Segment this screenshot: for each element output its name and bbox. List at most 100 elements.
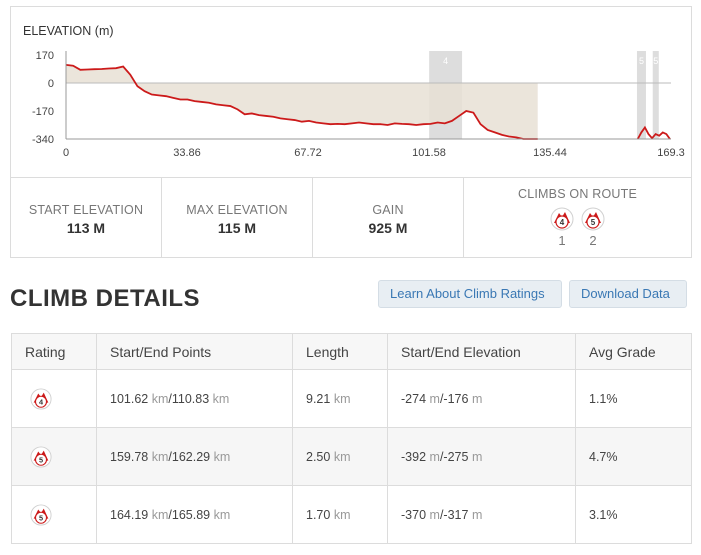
- rating-cell: 5: [12, 428, 97, 485]
- start-km: 101.62: [110, 391, 149, 406]
- rating-value: 5: [39, 513, 43, 522]
- start-elevation-value: 113 M: [66, 220, 106, 236]
- route-climb-2[interactable]: 5 2: [580, 207, 606, 248]
- table-header: Rating Start/End Points Length Start/End…: [12, 334, 691, 370]
- km-unit: km: [213, 507, 231, 522]
- start-end-points-cell: 159.78 km/162.29 km: [97, 428, 293, 485]
- max-elevation-stat: MAX ELEVATION 115 M: [162, 178, 313, 258]
- x-tick-label: 67.72: [294, 147, 322, 159]
- start-km: 164.19: [110, 507, 149, 522]
- chart-title: ELEVATION (m): [23, 24, 114, 38]
- climb-band: [652, 51, 659, 139]
- start-elevation: -392: [401, 449, 427, 464]
- elevation-chart-svg: ELEVATION (m) 4 5 5 170 0 -170 -340 0 33.86 67.72 1…: [23, 24, 685, 159]
- elevation-chart: ELEVATION (m) 4 5 5 170 0 -170 -340 0 33.86 67.72 1…: [11, 7, 691, 177]
- start-end-elevation-cell: -392 m / -275 m: [388, 428, 576, 485]
- climbs-on-route-label: CLIMBS ON ROUTE: [518, 187, 637, 201]
- climbs-on-route-stat: CLIMBS ON ROUTE 4 1 5: [464, 178, 691, 258]
- end-elevation: -176: [443, 391, 469, 406]
- length-cell: 2.50 km: [293, 428, 388, 485]
- rating-value: 4: [39, 397, 44, 406]
- gain-value: 925 M: [368, 220, 408, 236]
- column-header-rating: Rating: [12, 334, 97, 369]
- climb-rating-icon: 5: [30, 503, 52, 526]
- y-tick-label: -340: [32, 134, 54, 146]
- rating-cell: 5: [12, 486, 97, 543]
- climb-band-label: 4: [443, 56, 448, 66]
- elevation-stats: START ELEVATION 113 M MAX ELEVATION 115 …: [11, 177, 691, 258]
- rating-value: 5: [39, 455, 43, 464]
- km-unit: km: [333, 507, 351, 522]
- m-unit: m: [429, 449, 440, 464]
- y-tick-label: 0: [48, 78, 54, 90]
- climb-details-title: CLIMB DETAILS: [10, 285, 201, 312]
- x-tick-label: 101.58: [412, 147, 446, 159]
- download-data-button[interactable]: Download Data: [569, 280, 687, 308]
- max-elevation-label: MAX ELEVATION: [186, 203, 288, 217]
- table-row[interactable]: 5 164.19 km/165.89 km 1.70 km -370 m / -31…: [12, 486, 691, 543]
- climbs-on-route-list: 4 1 5 2: [464, 207, 691, 248]
- m-unit: m: [471, 391, 483, 406]
- km-unit: km: [333, 449, 351, 464]
- route-climb-1-index: 1: [558, 233, 566, 248]
- max-elevation-value: 115 M: [217, 220, 257, 236]
- avg-grade-cell: 3.1%: [589, 507, 618, 522]
- start-elevation: -370: [401, 507, 427, 522]
- elevation-profile-card: ELEVATION (m) 4 5 5 170 0 -170 -340 0 33.86 67.72 1…: [10, 6, 692, 258]
- route-climb-2-index: 2: [589, 233, 597, 248]
- length-cell: 9.21 km: [293, 370, 388, 427]
- start-end-points-cell: 164.19 km/165.89 km: [97, 486, 293, 543]
- start-elevation-label: START ELEVATION: [28, 203, 144, 217]
- rating-cell: 4: [12, 370, 97, 427]
- route-climb-1-rating: 4: [560, 218, 565, 227]
- gain-stat: GAIN 925 M: [313, 178, 464, 258]
- climb-band: [636, 51, 646, 139]
- climb-band-label: 5: [653, 56, 658, 66]
- end-km: 162.29: [171, 449, 211, 464]
- climb-rating-icon: 4: [30, 387, 52, 410]
- avg-grade-cell: 4.7%: [589, 449, 618, 464]
- x-tick-label: 0: [63, 147, 69, 159]
- end-elevation: -275: [443, 449, 469, 464]
- km-unit: km: [213, 449, 231, 464]
- start-elevation-stat: START ELEVATION 113 M: [11, 178, 162, 258]
- start-end-elevation-cell: -274 m / -176 m: [388, 370, 576, 427]
- start-km: 159.78: [110, 449, 149, 464]
- x-tick-label: 33.86: [173, 147, 201, 159]
- length-value: 1.70: [306, 507, 331, 522]
- length-value: 2.50: [306, 449, 331, 464]
- elevation-line-segment: [636, 125, 671, 140]
- start-end-elevation-cell: -370 m / -317 m: [388, 486, 576, 543]
- column-header-start-end-points: Start/End Points: [97, 334, 293, 369]
- km-unit: km: [212, 391, 230, 406]
- climb-details-table: Rating Start/End Points Length Start/End…: [11, 333, 692, 544]
- route-climb-2-rating: 5: [591, 218, 596, 227]
- y-tick-label: 170: [36, 50, 54, 62]
- x-tick-label: 135.44: [533, 147, 567, 159]
- km-unit: km: [151, 391, 169, 406]
- length-value: 9.21: [306, 391, 331, 406]
- elevation-line: [65, 63, 538, 140]
- km-unit: km: [151, 507, 169, 522]
- km-unit: km: [333, 391, 351, 406]
- avg-grade-cell: 1.1%: [589, 391, 618, 406]
- route-climb-1[interactable]: 4 1: [549, 207, 575, 248]
- learn-climb-ratings-button[interactable]: Learn About Climb Ratings: [378, 280, 562, 308]
- m-unit: m: [471, 507, 483, 522]
- climb-rating-icon: 5: [581, 207, 605, 231]
- climb-rating-icon: 4: [550, 207, 574, 231]
- table-row[interactable]: 5 159.78 km/162.29 km 2.50 km -392 m / -27…: [12, 428, 691, 486]
- end-km: 110.83: [171, 391, 210, 406]
- x-tick-label: 169.3: [657, 147, 685, 159]
- y-tick-label: -170: [32, 106, 54, 118]
- m-unit: m: [471, 449, 483, 464]
- climb-rating-icon: 5: [30, 445, 52, 468]
- km-unit: km: [151, 449, 169, 464]
- end-km: 165.89: [171, 507, 211, 522]
- length-cell: 1.70 km: [293, 486, 388, 543]
- column-header-avg-grade: Avg Grade: [589, 344, 656, 360]
- column-header-length: Length: [293, 334, 388, 369]
- m-unit: m: [429, 391, 440, 406]
- start-elevation: -274: [401, 391, 427, 406]
- table-row[interactable]: 4 101.62 km/110.83 km 9.21 km -274 m / -17…: [12, 370, 691, 428]
